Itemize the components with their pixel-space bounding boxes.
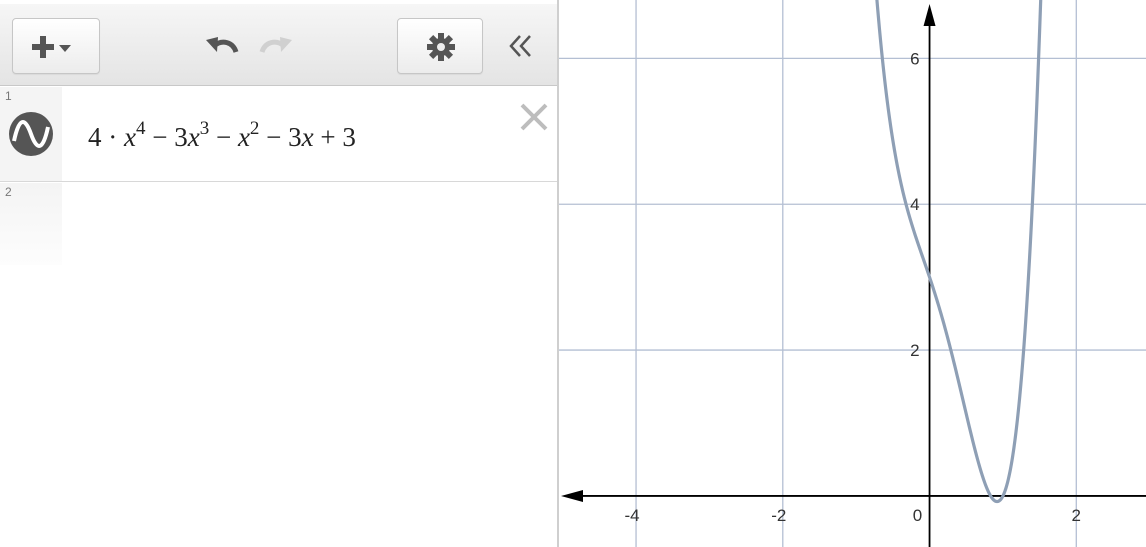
function-wave-icon[interactable] bbox=[8, 111, 54, 157]
math-exponent: 3 bbox=[199, 118, 210, 139]
math-exponent: 2 bbox=[249, 118, 260, 139]
graph-plot[interactable]: -4 -2 0 2 2 4 6 bbox=[559, 0, 1146, 547]
graph-canvas[interactable]: -4 -2 0 2 2 4 6 bbox=[559, 0, 1146, 547]
expression-gutter: 2 bbox=[0, 183, 62, 265]
math-term: − bbox=[209, 122, 238, 152]
math-coefficient: 4 bbox=[88, 122, 102, 152]
math-term: − 3 bbox=[259, 122, 302, 152]
x-axis-arrow bbox=[561, 489, 583, 502]
y-tick-label: 2 bbox=[910, 341, 919, 360]
x-tick-label: 0 bbox=[913, 506, 922, 525]
settings-button[interactable] bbox=[397, 18, 483, 74]
expression-row[interactable]: 1 4 · x4 − 3x3 − x2 − 3x + 3 bbox=[0, 87, 557, 182]
add-item-button[interactable] bbox=[12, 18, 100, 74]
function-curve bbox=[875, 0, 1043, 504]
math-term: − 3 bbox=[145, 122, 188, 152]
redo-icon bbox=[259, 37, 292, 53]
delete-expression-icon[interactable] bbox=[516, 99, 552, 135]
double-chevron-left-icon bbox=[509, 35, 531, 57]
y-tick-label: 4 bbox=[910, 195, 919, 214]
math-operator: · bbox=[101, 122, 124, 152]
expression-math[interactable]: 4 · x4 − 3x3 − x2 − 3x + 3 bbox=[88, 117, 356, 157]
math-variable: x bbox=[124, 122, 136, 152]
math-variable: x bbox=[301, 122, 314, 152]
undo-icon bbox=[206, 37, 239, 53]
collapse-panel-button[interactable] bbox=[500, 18, 546, 74]
expression-number: 1 bbox=[5, 89, 12, 103]
y-axis-arrow bbox=[923, 4, 936, 26]
expression-row-empty[interactable]: 2 bbox=[0, 183, 557, 265]
x-tick-label: 2 bbox=[1072, 506, 1081, 525]
expression-toolbar bbox=[0, 4, 557, 86]
math-exponent: 4 bbox=[135, 118, 146, 139]
math-variable: x bbox=[237, 122, 250, 152]
expression-number: 2 bbox=[5, 185, 12, 199]
math-term: + 3 bbox=[313, 122, 356, 152]
x-tick-label: -2 bbox=[771, 506, 786, 525]
math-variable: x bbox=[187, 122, 200, 152]
x-tick-label: -4 bbox=[624, 506, 639, 525]
plus-dropdown-icon bbox=[32, 36, 71, 58]
undo-button[interactable] bbox=[200, 18, 246, 74]
gear-icon bbox=[427, 33, 455, 61]
redo-button[interactable] bbox=[252, 18, 298, 74]
y-tick-label: 6 bbox=[910, 49, 919, 68]
expression-panel: 1 4 · x4 − 3x3 − x2 − 3x + 3 2 bbox=[0, 0, 558, 547]
panel-divider[interactable] bbox=[557, 0, 559, 547]
expression-gutter: 1 bbox=[0, 87, 62, 181]
